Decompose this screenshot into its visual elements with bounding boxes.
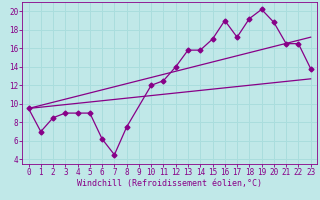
X-axis label: Windchill (Refroidissement éolien,°C): Windchill (Refroidissement éolien,°C)	[77, 179, 262, 188]
